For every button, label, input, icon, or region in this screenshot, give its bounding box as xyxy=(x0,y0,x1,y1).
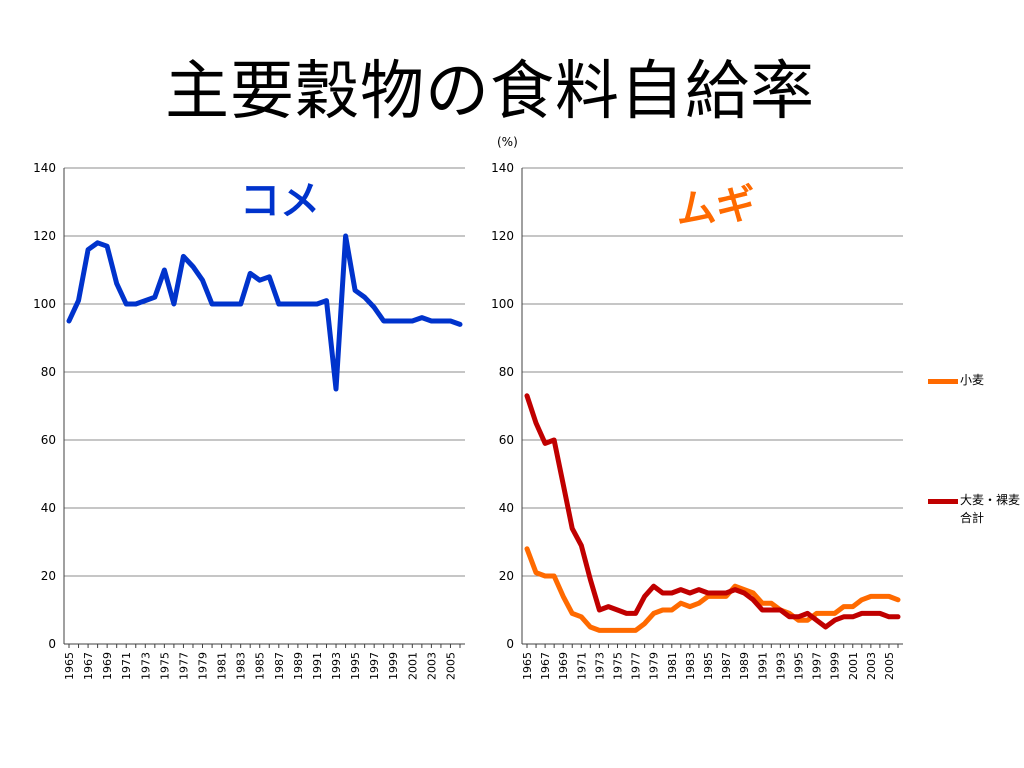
x-tick-label: 2001 xyxy=(847,652,860,680)
legend-item-barley: 大麦・裸麦合計 xyxy=(928,491,1023,531)
x-tick-label: 1995 xyxy=(349,652,362,680)
y-tick-label: 80 xyxy=(499,365,514,379)
y-tick-label: 20 xyxy=(499,569,514,583)
x-tick-label: 1981 xyxy=(666,652,679,680)
legend-label-wheat: 小麦 xyxy=(960,373,985,387)
series-line-1 xyxy=(524,546,901,633)
x-tick-label: 1991 xyxy=(311,652,324,680)
x-tick-label: 1975 xyxy=(611,652,624,680)
x-tick-label: 1991 xyxy=(756,652,769,680)
x-tick-label: 1995 xyxy=(792,652,805,680)
page-title: 主要穀物の食料自給率 xyxy=(165,55,815,129)
x-tick-label: 1985 xyxy=(702,652,715,680)
x-tick-label: 2005 xyxy=(444,652,457,680)
y-tick-label: 0 xyxy=(506,637,514,651)
x-tick-label: 1987 xyxy=(273,652,286,680)
x-tick-label: 1983 xyxy=(684,652,697,680)
x-tick-label: 1965 xyxy=(521,652,534,680)
x-tick-label: 1971 xyxy=(575,652,588,680)
y-tick-label: 140 xyxy=(491,161,514,175)
y-tick-label: 140 xyxy=(33,161,56,175)
x-tick-label: 1999 xyxy=(387,652,400,680)
x-tick-label: 1981 xyxy=(216,652,229,680)
x-tick-label: 1967 xyxy=(539,652,552,680)
x-tick-label: 1975 xyxy=(158,652,171,680)
x-tick-label: 1993 xyxy=(330,652,343,680)
x-tick-label: 1989 xyxy=(738,652,751,680)
x-tick-label: 1969 xyxy=(557,652,570,680)
chart-title: コメ xyxy=(240,178,320,224)
x-tick-label: 1967 xyxy=(82,652,95,680)
x-tick-label: 1973 xyxy=(139,652,152,680)
x-tick-label: 2005 xyxy=(883,652,896,680)
x-tick-label: 1973 xyxy=(593,652,606,680)
legend-label-barley: 大麦・裸麦合計 xyxy=(960,493,1021,525)
x-tick-label: 1977 xyxy=(177,652,190,680)
legend-swatch-wheat xyxy=(928,379,958,384)
series-line-2 xyxy=(524,393,901,630)
legend-item-wheat: 小麦 xyxy=(928,371,1023,391)
y-tick-label: 100 xyxy=(491,297,514,311)
x-tick-label: 1999 xyxy=(829,652,842,680)
x-tick-label: 1979 xyxy=(648,652,661,680)
legend-swatch-barley xyxy=(928,499,958,504)
x-tick-label: 1971 xyxy=(120,652,133,680)
y-tick-label: 20 xyxy=(41,569,56,583)
y-tick-label: 60 xyxy=(41,433,56,447)
x-tick-label: 1977 xyxy=(630,652,643,680)
x-tick-label: 1969 xyxy=(101,652,114,680)
y-tick-label: 120 xyxy=(33,229,56,243)
x-tick-label: 2003 xyxy=(425,652,438,680)
y-tick-label: 80 xyxy=(41,365,56,379)
y-tick-label: 60 xyxy=(499,433,514,447)
y-tick-label: 120 xyxy=(491,229,514,243)
chart-title: ムギ xyxy=(674,181,758,234)
x-tick-label: 1997 xyxy=(368,652,381,680)
x-tick-label: 1979 xyxy=(197,652,210,680)
x-tick-label: 1997 xyxy=(811,652,824,680)
y-tick-label: 0 xyxy=(48,637,56,651)
x-tick-label: 1965 xyxy=(63,652,76,680)
unit-label: (%) xyxy=(497,135,518,149)
y-tick-label: 40 xyxy=(499,501,514,515)
x-tick-label: 1993 xyxy=(774,652,787,680)
x-tick-label: 1989 xyxy=(292,652,305,680)
x-tick-label: 1987 xyxy=(720,652,733,680)
y-tick-label: 40 xyxy=(41,501,56,515)
y-tick-label: 100 xyxy=(33,297,56,311)
x-tick-label: 2001 xyxy=(406,652,419,680)
series-line-1 xyxy=(66,233,463,392)
x-tick-label: 1985 xyxy=(254,652,267,680)
x-tick-label: 2003 xyxy=(865,652,878,680)
x-tick-label: 1983 xyxy=(235,652,248,680)
